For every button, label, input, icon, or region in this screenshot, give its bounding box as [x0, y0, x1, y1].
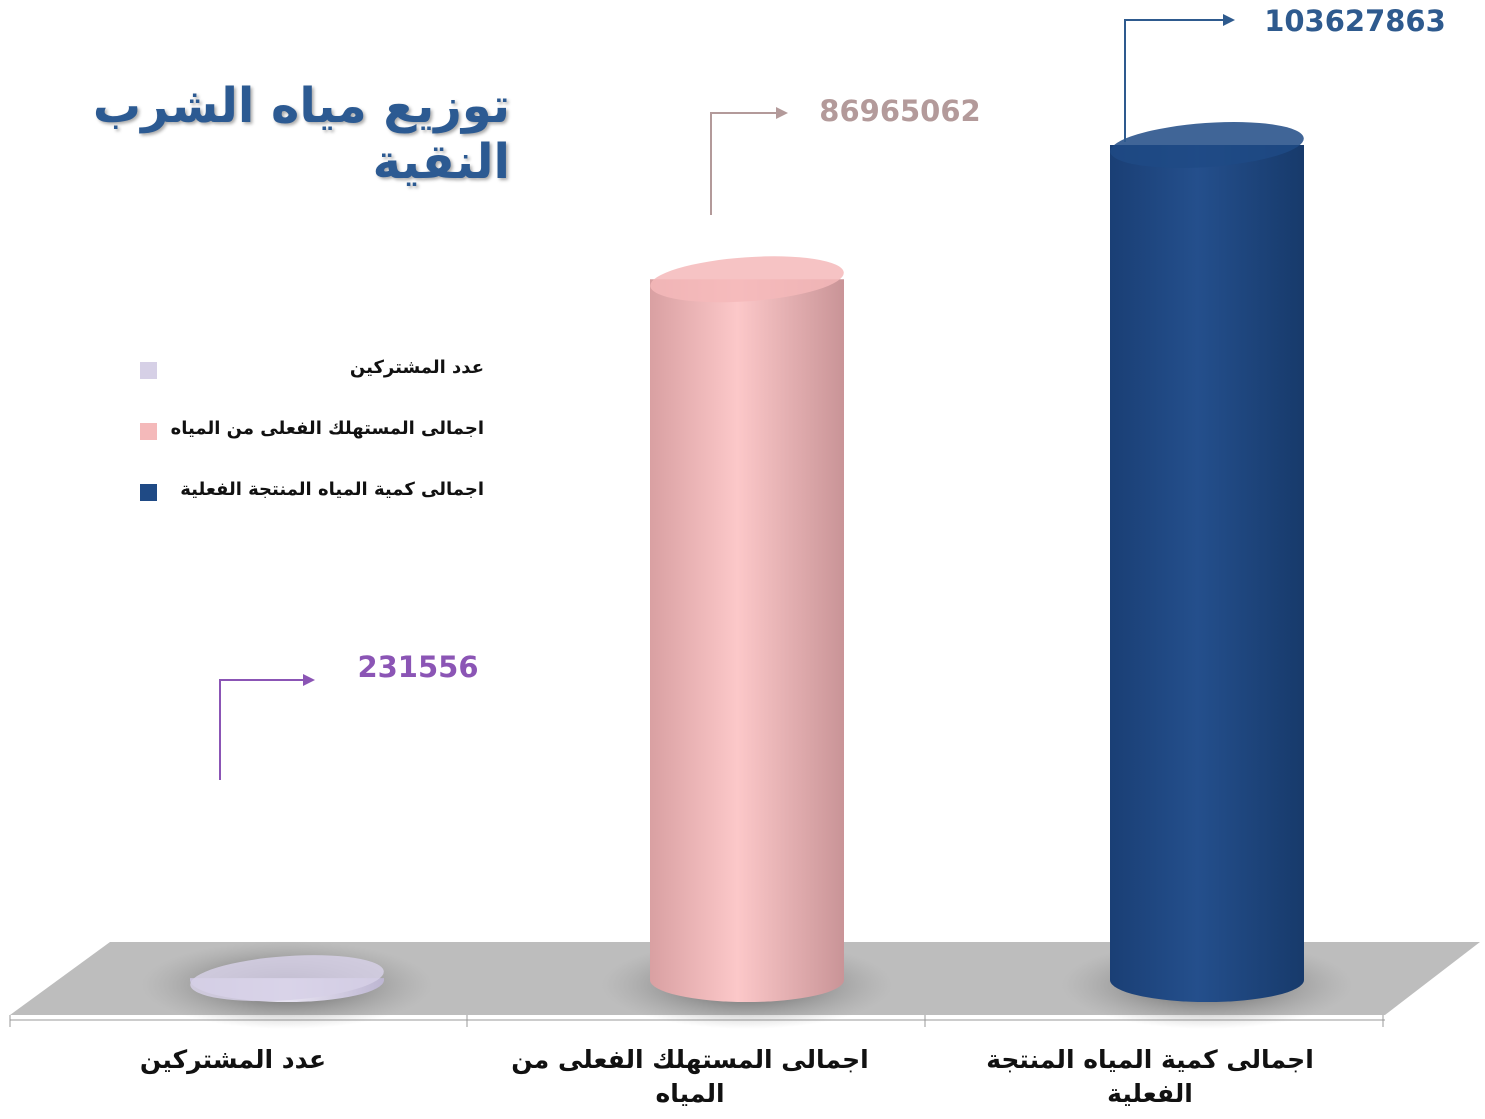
chart-title: توزيع مياه الشرب النقية [92, 78, 510, 190]
arrow-head [303, 674, 315, 686]
bar-top [190, 955, 384, 1002]
legend-label: اجمالى المستهلك الفعلى من المياه [170, 418, 484, 439]
x-tick-label: اجمالى المستهلك الفعلى من المياه [511, 1045, 869, 1108]
bar [190, 955, 384, 1002]
bar-top [650, 256, 844, 303]
legend-label: اجمالى كمية المياه المنتجة الفعلية [180, 479, 484, 500]
bar-top [1110, 122, 1304, 168]
x-tick-label: اجمالى كمية المياه المنتجة الفعلية [986, 1045, 1314, 1108]
x-ticks [9, 1015, 1384, 1027]
value-label: 86965062 [819, 94, 981, 128]
connector [219, 679, 305, 780]
connector [710, 112, 778, 215]
legend-swatch [140, 362, 157, 379]
value-label: 103627863 [1264, 4, 1446, 38]
legend-swatch [140, 423, 157, 440]
value-label: 231556 [357, 650, 479, 684]
arrow-head [1223, 14, 1235, 26]
arrow-head [776, 107, 788, 119]
legend-label: عدد المشتركين [349, 357, 484, 378]
x-tick-label: عدد المشتركين [139, 1045, 327, 1074]
connector [1124, 19, 1225, 142]
bar-body [650, 279, 844, 1002]
legend-swatch [140, 484, 157, 501]
bar-body [1110, 145, 1304, 1002]
bar [650, 256, 844, 1002]
bar [1110, 122, 1304, 1002]
